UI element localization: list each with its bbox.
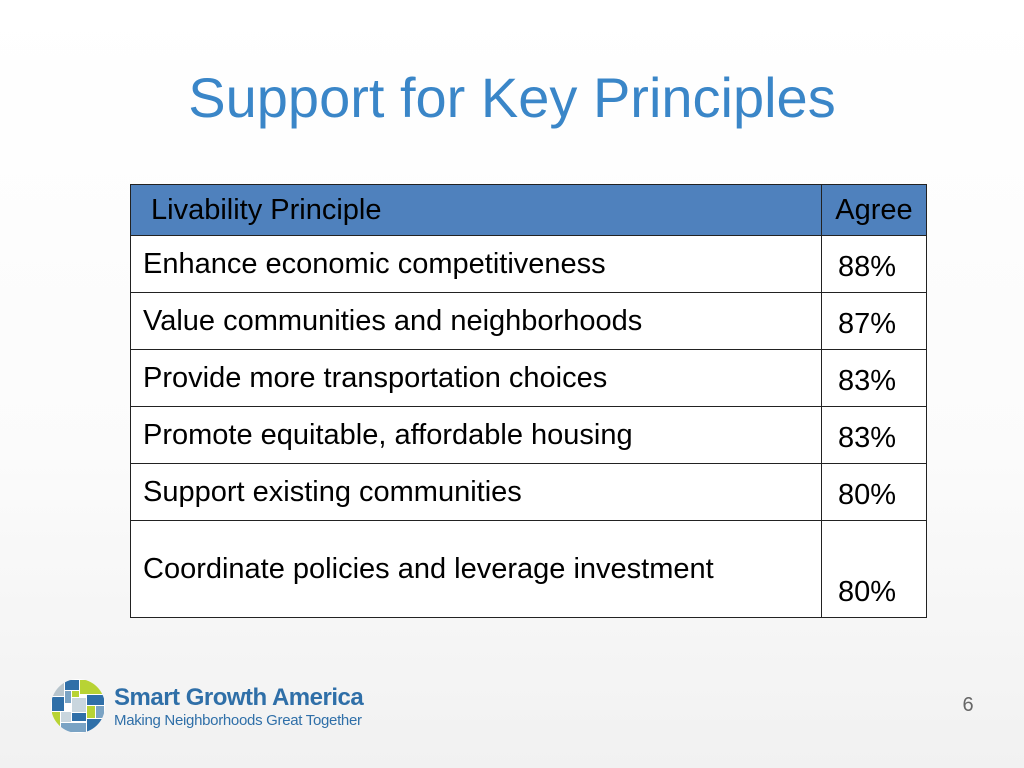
agree-cell: 87% [821, 292, 927, 350]
agree-cell: 83% [821, 349, 927, 407]
principle-cell: Provide more transportation choices [130, 349, 822, 407]
principle-cell: Value communities and neighborhoods [130, 292, 822, 350]
table-row: Support existing communities 80% [130, 463, 927, 521]
table-row: Coordinate policies and leverage investm… [130, 520, 927, 618]
principle-cell: Coordinate policies and leverage investm… [130, 520, 822, 618]
table-header-row: Livability Principle Agree [130, 184, 927, 236]
agree-cell: 80% [821, 463, 927, 521]
principles-table: Livability Principle Agree Enhance econo… [130, 184, 927, 618]
agree-cell: 80% [821, 520, 927, 618]
table-row: Value communities and neighborhoods 87% [130, 292, 927, 350]
table-row: Provide more transportation choices 83% [130, 349, 927, 407]
principle-cell: Enhance economic competitiveness [130, 235, 822, 293]
principle-cell: Support existing communities [130, 463, 822, 521]
slide-title: Support for Key Principles [188, 66, 836, 129]
principle-cell: Promote equitable, affordable housing [130, 406, 822, 464]
agree-cell: 83% [821, 406, 927, 464]
header-agree: Agree [821, 184, 927, 236]
logo-tagline: Making Neighborhoods Great Together [114, 712, 362, 729]
logo-name: Smart Growth America [114, 684, 364, 711]
table-row: Enhance economic competitiveness 88% [130, 235, 927, 293]
smart-growth-america-logo: Smart Growth America Making Neighborhood… [50, 678, 410, 734]
agree-cell: 88% [821, 235, 927, 293]
table-row: Promote equitable, affordable housing 83… [130, 406, 927, 464]
grid-logo-icon [51, 679, 105, 733]
header-livability-principle: Livability Principle [130, 184, 822, 236]
page-number: 6 [962, 694, 974, 716]
